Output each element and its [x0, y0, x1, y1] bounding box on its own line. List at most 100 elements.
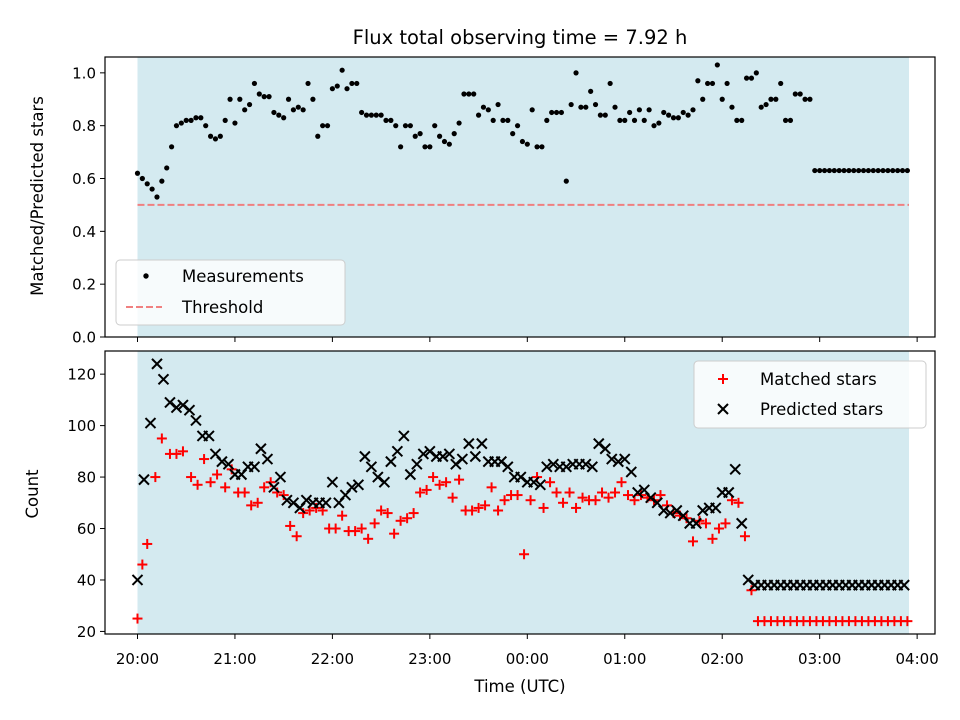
measurements-point	[402, 123, 409, 129]
matched-stars-point	[177, 446, 188, 457]
predicted-stars-point	[391, 445, 404, 458]
measurements-point	[256, 91, 262, 97]
measurements-point	[514, 123, 521, 129]
measurements-point	[904, 167, 910, 174]
y-tick-label: 80	[77, 469, 96, 487]
matched-stars-point	[512, 490, 523, 501]
measurements-point	[134, 170, 141, 176]
measurements-point	[695, 78, 701, 84]
y-tick-label: 60	[77, 520, 96, 538]
y-tick-label: 0.0	[72, 329, 96, 347]
measurements-point	[315, 133, 321, 139]
matched-stars-point	[623, 490, 634, 501]
measurements-point	[393, 123, 399, 129]
measurements-point	[792, 91, 798, 97]
matched-stars-point	[192, 479, 203, 490]
predicted-stars-point	[359, 450, 371, 463]
matched-stars-point	[252, 497, 263, 508]
measurements-point	[242, 107, 248, 113]
predicted-stars-point	[274, 471, 287, 483]
measurements-point	[895, 167, 901, 174]
measurements-point	[519, 138, 526, 145]
x-tick-label: 22:00	[311, 650, 354, 668]
measurements-point	[524, 141, 530, 147]
matched-stars-point	[480, 500, 491, 511]
matched-stars-point	[142, 538, 153, 549]
matched-stars-point	[171, 448, 182, 459]
measurements-point	[329, 86, 335, 92]
predicted-stars-point	[138, 473, 150, 486]
predicted-stars-point	[463, 437, 475, 450]
matched-stars-point	[603, 492, 614, 503]
predicted-stars-point	[547, 458, 560, 470]
measurements-point	[500, 117, 506, 123]
measurements-point	[558, 109, 565, 116]
measurements-point	[290, 107, 297, 113]
matched-stars-point	[713, 523, 724, 534]
predicted-stars-point	[625, 466, 637, 478]
matched-stars-point	[746, 585, 757, 596]
measurements-point	[670, 115, 677, 121]
predicted-stars-point	[898, 579, 910, 591]
predicted-stars-point	[528, 476, 540, 488]
predicted-stars-point	[183, 404, 196, 416]
legend-marker-measurements	[143, 273, 149, 279]
predicted-stars-point	[736, 517, 748, 530]
matched-stars-point	[473, 502, 484, 513]
predicted-stars-point	[365, 461, 378, 473]
matched-stars-point	[415, 487, 426, 498]
measurements-point	[627, 109, 633, 116]
matched-stars-point	[551, 487, 562, 498]
measurements-point	[880, 167, 886, 174]
measurements-point	[870, 167, 876, 174]
matched-stars-point	[447, 492, 458, 503]
measurements-point	[724, 80, 730, 87]
measurements-point	[480, 104, 487, 110]
matched-stars-point	[350, 526, 361, 537]
predicted-stars-point	[352, 479, 365, 491]
measurements-point	[836, 167, 842, 174]
y-tick-label: 0.4	[72, 223, 96, 241]
measurements-point	[758, 104, 764, 110]
matched-stars-point	[382, 508, 393, 519]
measurements-point	[856, 167, 862, 174]
measurements-point	[505, 117, 511, 123]
measurements-point	[173, 123, 180, 129]
y-tick-label: 40	[77, 571, 96, 589]
predicted-stars-point	[404, 468, 417, 481]
measurements-point	[782, 117, 789, 123]
matched-stars-point	[499, 495, 510, 506]
matched-stars-point	[395, 515, 406, 526]
matched-stars-point	[545, 477, 556, 488]
matched-stars-point	[902, 616, 913, 627]
matched-stars-point	[720, 518, 731, 529]
measurements-point	[821, 167, 828, 174]
measurements-point	[222, 117, 228, 123]
measurements-point	[700, 96, 706, 102]
measurements-point	[261, 94, 267, 100]
measurements-point	[432, 123, 438, 129]
predicted-stars-point	[320, 497, 332, 509]
measurements-point	[359, 109, 365, 116]
predicted-stars-point	[697, 504, 709, 517]
predicted-stars-point	[203, 430, 215, 442]
matched-stars-point	[733, 497, 744, 508]
measurements-point	[768, 96, 774, 102]
measurements-point	[441, 138, 448, 145]
measurements-point	[183, 117, 189, 123]
measurements-point	[578, 104, 584, 110]
measurements-point	[475, 112, 482, 118]
measurements-point	[534, 144, 540, 150]
predicted-stars-point	[326, 476, 339, 488]
matched-stars-point	[132, 613, 143, 624]
matched-stars-point	[356, 523, 367, 534]
measurements-point	[885, 167, 891, 174]
matched-stars-point	[493, 505, 504, 516]
measurements-point	[563, 178, 569, 184]
x-tick-label: 03:00	[798, 650, 841, 668]
measurements-point	[495, 101, 501, 108]
measurements-point	[378, 112, 384, 118]
measurements-point	[203, 123, 209, 129]
matched-stars-point	[402, 513, 413, 524]
top-y-axis-label: Matched/Predicted stars	[28, 96, 47, 296]
